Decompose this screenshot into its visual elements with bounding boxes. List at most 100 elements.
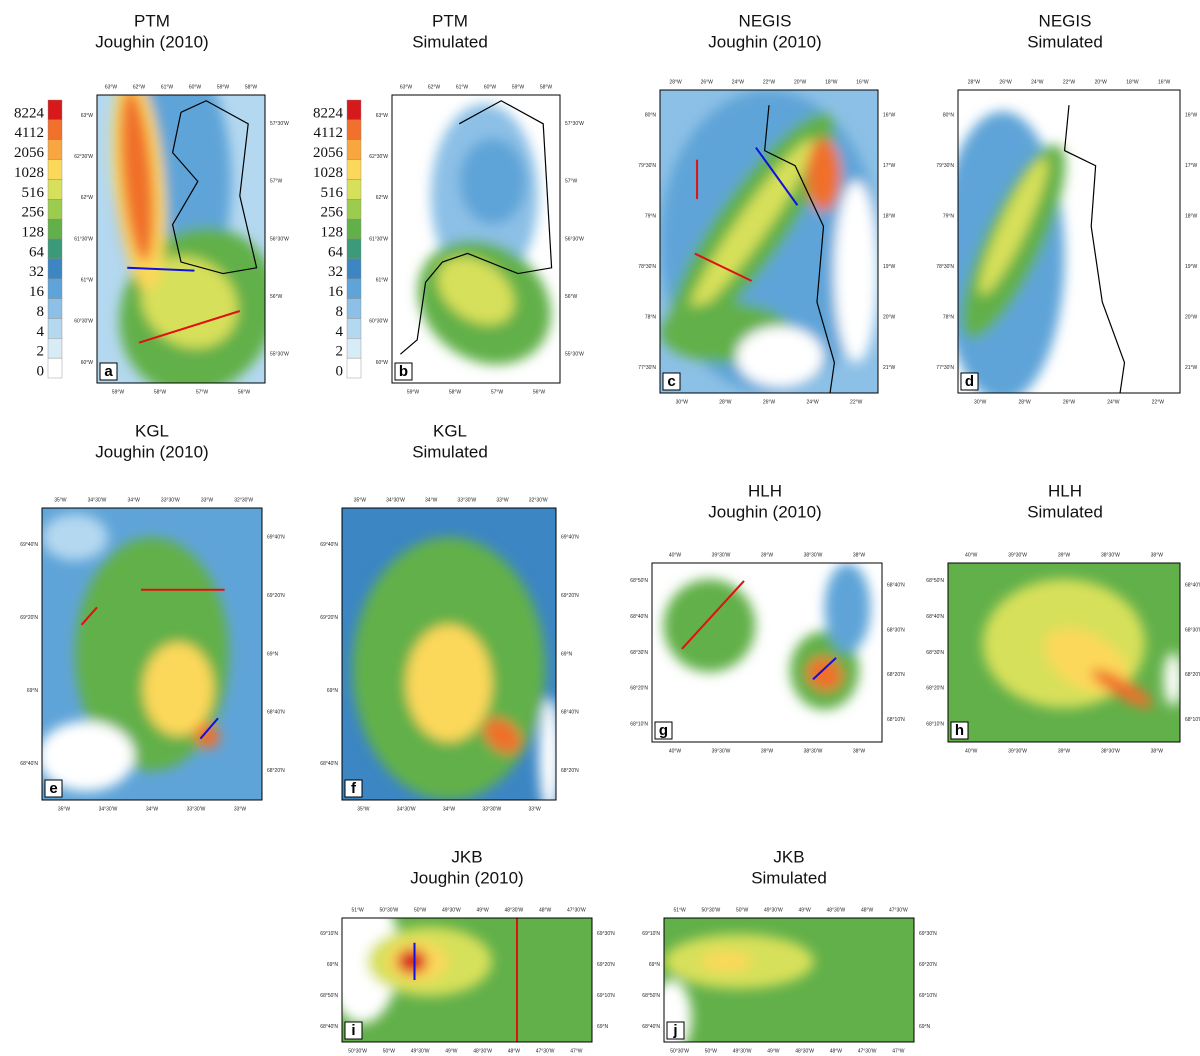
tick-label: 20°W bbox=[1095, 79, 1108, 85]
tick-label: 39°30'W bbox=[712, 552, 731, 558]
panel-letter: a bbox=[104, 363, 113, 380]
tick-label: 18°W bbox=[825, 79, 838, 85]
tick-label: 60°W bbox=[189, 84, 202, 90]
tick-label: 33°30'W bbox=[161, 497, 180, 503]
colorbar-label: 1028 bbox=[14, 165, 44, 181]
colorbar-swatch bbox=[347, 338, 361, 358]
tick-label: 50°30'W bbox=[379, 907, 398, 913]
colorbar-label: 64 bbox=[29, 244, 45, 260]
tick-label: 69°N bbox=[597, 1024, 609, 1030]
tick-label: 26°W bbox=[1063, 399, 1076, 405]
tick-label: 58°W bbox=[540, 84, 553, 90]
tick-label: 69°20'N bbox=[20, 615, 38, 621]
tick-label: 50°W bbox=[736, 907, 749, 913]
colorbar-label: 0 bbox=[336, 364, 344, 380]
map-panel: JKBSimulatedj51°W50°30'W50°W49°30'W49°W4… bbox=[642, 847, 937, 1054]
colorbar-label: 256 bbox=[321, 205, 344, 221]
tick-label: 68°40'N bbox=[320, 761, 338, 767]
tick-label: 62°W bbox=[376, 195, 389, 201]
tick-label: 47°W bbox=[892, 1048, 905, 1054]
tick-label: 20°W bbox=[794, 79, 807, 85]
tick-label: 69°N bbox=[267, 651, 279, 657]
colorbar-swatch bbox=[347, 219, 361, 239]
tick-label: 17°W bbox=[883, 163, 896, 169]
tick-label: 28°W bbox=[669, 79, 682, 85]
tick-label: 68°40'N bbox=[926, 614, 944, 620]
contour-region bbox=[397, 949, 427, 974]
tick-label: 56°30'W bbox=[565, 236, 584, 242]
contour-region bbox=[42, 514, 108, 561]
map-panel: NEGISSimulatedd28°W26°W24°W22°W20°W18°W1… bbox=[936, 11, 1197, 405]
tick-label: 21°W bbox=[1185, 365, 1198, 371]
tick-label: 34°W bbox=[128, 497, 141, 503]
colorbar-label: 16 bbox=[328, 284, 344, 300]
tick-label: 68°20'N bbox=[630, 686, 648, 692]
colorbar-label: 2 bbox=[336, 344, 344, 360]
map-panel: JKBJoughin (2010)i51°W50°30'W50°W49°30'W… bbox=[320, 847, 615, 1054]
tick-label: 38°W bbox=[1151, 748, 1164, 754]
tick-label: 69°10'N bbox=[320, 931, 338, 937]
tick-label: 68°30'N bbox=[926, 650, 944, 656]
colorbar-swatch bbox=[48, 160, 62, 180]
panel-letter: d bbox=[965, 373, 974, 390]
tick-label: 50°30'W bbox=[701, 907, 720, 913]
tick-label: 78°N bbox=[943, 315, 955, 321]
tick-label: 68°40'N bbox=[20, 761, 38, 767]
tick-label: 56°W bbox=[270, 294, 283, 300]
tick-label: 69°10'N bbox=[597, 993, 615, 999]
tick-label: 32°30'W bbox=[234, 497, 253, 503]
tick-label: 30°W bbox=[974, 399, 987, 405]
panel-title: NEGIS bbox=[739, 11, 792, 30]
tick-label: 57°W bbox=[196, 389, 209, 395]
panel-title: HLH bbox=[748, 481, 782, 500]
panel-letter: g bbox=[659, 722, 668, 739]
tick-label: 57°30'W bbox=[565, 121, 584, 127]
tick-label: 22°W bbox=[1152, 399, 1165, 405]
tick-label: 77°30'N bbox=[638, 365, 656, 371]
panel-title: PTM bbox=[432, 11, 468, 30]
colorbar-label: 0 bbox=[37, 364, 45, 380]
tick-label: 35°W bbox=[357, 806, 370, 812]
contour-region bbox=[736, 326, 823, 387]
colorbar-label: 128 bbox=[321, 225, 344, 241]
map-panel: HLHSimulatedh40°W39°30'W39°W38°30'W38°W4… bbox=[926, 481, 1200, 754]
tick-label: 68°20'N bbox=[926, 686, 944, 692]
colorbar-swatch bbox=[347, 299, 361, 319]
panel-letter: j bbox=[672, 1022, 677, 1039]
tick-label: 60°W bbox=[376, 360, 389, 366]
tick-label: 80°N bbox=[645, 113, 657, 119]
tick-label: 22°W bbox=[763, 79, 776, 85]
panel-title: Simulated bbox=[412, 442, 488, 461]
tick-label: 50°30'W bbox=[348, 1048, 367, 1054]
tick-label: 51°W bbox=[673, 907, 686, 913]
tick-label: 69°10'N bbox=[642, 931, 660, 937]
tick-label: 69°40'N bbox=[320, 542, 338, 548]
tick-label: 34°30'W bbox=[88, 497, 107, 503]
tick-label: 34°30'W bbox=[386, 497, 405, 503]
tick-label: 50°W bbox=[414, 907, 427, 913]
colorbar-label: 16 bbox=[29, 284, 45, 300]
colorbar-label: 2056 bbox=[313, 145, 344, 161]
colorbar-label: 2056 bbox=[14, 145, 45, 161]
colorbar-label: 4 bbox=[336, 324, 344, 340]
tick-label: 35°W bbox=[354, 497, 367, 503]
tick-label: 48°W bbox=[539, 907, 552, 913]
tick-label: 24°W bbox=[1031, 79, 1044, 85]
map-field bbox=[652, 563, 882, 742]
tick-label: 68°10'N bbox=[887, 717, 905, 723]
colorbar-swatch bbox=[48, 318, 62, 338]
tick-label: 68°30'N bbox=[630, 650, 648, 656]
panel-title: JKB bbox=[451, 847, 482, 866]
tick-label: 68°10'N bbox=[1185, 717, 1200, 723]
tick-label: 50°30'W bbox=[670, 1048, 689, 1054]
colorbar-swatch bbox=[48, 120, 62, 140]
map-panel: HLHJoughin (2010)g40°W39°30'W39°W38°30'W… bbox=[630, 481, 905, 754]
map-panel: KGLSimulatedf35°W34°30'W34°W33°30'W33°W3… bbox=[320, 421, 579, 814]
tick-label: 56°W bbox=[238, 389, 251, 395]
tick-label: 51°W bbox=[351, 907, 364, 913]
figure: PTMJoughin (2010)a63°W62°W61°W60°W59°W58… bbox=[0, 0, 1200, 1056]
tick-label: 68°50'N bbox=[630, 578, 648, 584]
tick-label: 58°W bbox=[154, 389, 167, 395]
tick-label: 49°30'W bbox=[764, 907, 783, 913]
tick-label: 79°30'N bbox=[936, 163, 954, 169]
